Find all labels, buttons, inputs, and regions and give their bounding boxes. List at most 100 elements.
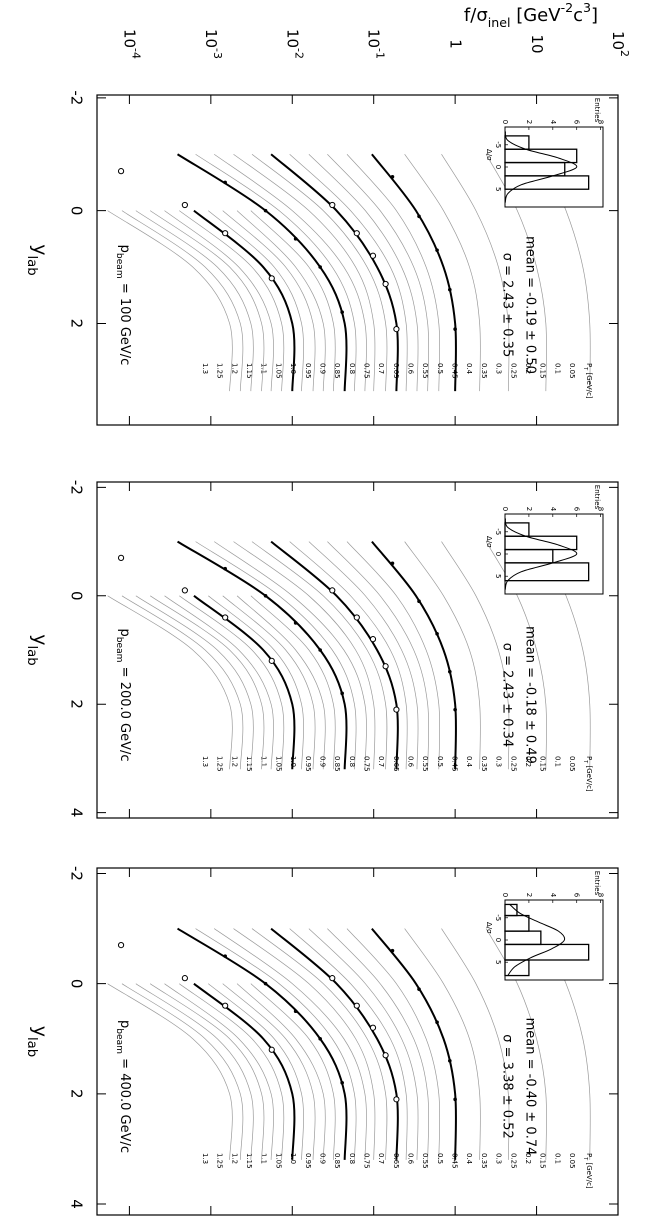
curve <box>289 928 408 1160</box>
data-point <box>393 706 400 713</box>
inset-x-tick-label: 0 <box>494 552 502 556</box>
y-tick-label: 10-1 <box>365 29 387 59</box>
y-tick-label-base: 10 <box>284 29 302 48</box>
curve <box>371 540 457 770</box>
data-point <box>318 1036 322 1041</box>
curve <box>251 928 388 1160</box>
data-point <box>263 208 268 213</box>
y-tick-label-base: 10 <box>610 31 628 50</box>
inset-x-tick-label: 5 <box>494 960 502 964</box>
series-label-title-part: [GeV/c] <box>585 763 593 792</box>
beam-label-part: p <box>118 628 133 636</box>
curve <box>441 541 510 770</box>
curve <box>251 541 388 770</box>
series-label-title-part: P <box>585 363 593 367</box>
series-label: 0.7 <box>377 1153 385 1164</box>
data-point <box>293 621 298 625</box>
curve <box>107 210 233 392</box>
annotation: σ = 3.38 ± 0.52 <box>500 1034 515 1138</box>
curve <box>149 210 265 392</box>
curve <box>164 595 274 770</box>
data-point <box>117 942 125 949</box>
series-label-title: PT [GeV/c] <box>583 363 594 399</box>
data-point <box>435 1020 439 1025</box>
curve <box>251 153 388 392</box>
series-label: 0.1 <box>553 1153 561 1164</box>
series-label: 0.35 <box>480 1153 488 1169</box>
beam-label-part: p <box>118 245 133 253</box>
x-axis-title-part: y <box>30 244 52 255</box>
beam-label-part: = 200.0 GeV/c <box>118 663 133 762</box>
series-label-title-part: T <box>583 366 589 370</box>
beam-label: pbeam = 100 GeV/c <box>115 245 133 366</box>
series-label: 1.1 <box>260 756 268 767</box>
curve <box>236 595 326 770</box>
curve <box>327 153 430 392</box>
y-axis-title-part: f/σ <box>464 5 488 26</box>
y-axis-title-part: 3 <box>583 0 591 15</box>
inset-x-tick-label: -5 <box>494 141 502 148</box>
data-point <box>393 1096 400 1103</box>
inset-y-tick-label: 4 <box>549 507 557 512</box>
data-point <box>340 691 344 696</box>
series-label: 0.75 <box>362 1153 370 1169</box>
inset-x-tick-label: -5 <box>494 914 502 921</box>
x-tick-label: 2 <box>68 319 86 329</box>
data-point <box>393 326 400 333</box>
curve <box>214 153 367 392</box>
inset-frame <box>504 899 604 981</box>
data-point <box>117 168 125 175</box>
series-label: 0.05 <box>568 756 576 772</box>
data-point <box>223 954 227 958</box>
curve <box>270 153 399 392</box>
series-label: 1.05 <box>274 1153 282 1169</box>
y-tick-label-base: 10 <box>202 29 220 48</box>
series-label: 0.45 <box>451 1153 459 1169</box>
curve <box>121 595 244 770</box>
series-label: 0.8 <box>348 1153 356 1164</box>
y-axis-title: f/σinel [GeV-2c3] <box>464 0 598 30</box>
series-label: 0.45 <box>451 756 459 772</box>
curve <box>404 928 481 1160</box>
x-axis-title-part: y <box>30 1026 52 1037</box>
series-label: 1.0 <box>289 1153 297 1164</box>
data-point <box>390 948 395 953</box>
series-label: 0.6 <box>407 756 415 768</box>
x-tick-label: 0 <box>68 979 86 989</box>
annotation: mean = -0.18 ± 0.49 <box>523 626 538 764</box>
x-axis-title-part: y <box>30 634 52 645</box>
beam-label-part: = 100 GeV/c <box>118 279 133 366</box>
y-tick-label-exponent: -4 <box>130 48 143 59</box>
series-label: 1.2 <box>230 1153 238 1164</box>
y-tick-label-base: 10 <box>365 29 383 48</box>
series-label: 0.9 <box>318 363 326 374</box>
series-label: 1.25 <box>216 756 224 772</box>
data-point <box>268 657 275 664</box>
series-label: 1.2 <box>230 363 238 374</box>
y-axis-title-part: [GeV <box>510 5 561 26</box>
curve <box>164 983 274 1160</box>
curve <box>250 210 336 392</box>
series-label: 1.3 <box>201 756 209 767</box>
curve <box>289 541 408 770</box>
series-label: 1.3 <box>201 363 209 374</box>
inset-y-tick-label: 4 <box>549 120 557 125</box>
y-tick-label: 10-4 <box>121 29 143 59</box>
curve <box>176 153 348 392</box>
inset-y-tick-label: 6 <box>573 507 581 512</box>
x-axis-title-part: lab <box>25 255 40 275</box>
inset-y-title: Entries <box>593 485 601 510</box>
series-label: 0.85 <box>333 756 341 772</box>
curve <box>208 210 304 392</box>
series-label: 0.1 <box>553 756 561 767</box>
series-label: 0.3 <box>495 363 503 374</box>
series-label: 1.15 <box>245 363 253 379</box>
x-axis-title: ylab <box>25 634 52 666</box>
y-tick-label-exponent: 2 <box>619 50 632 57</box>
data-point <box>417 599 421 604</box>
data-point <box>417 214 421 219</box>
curve <box>308 153 419 392</box>
series-label: 0.25 <box>509 756 517 772</box>
data-point <box>268 275 275 282</box>
data-point <box>453 1097 457 1102</box>
